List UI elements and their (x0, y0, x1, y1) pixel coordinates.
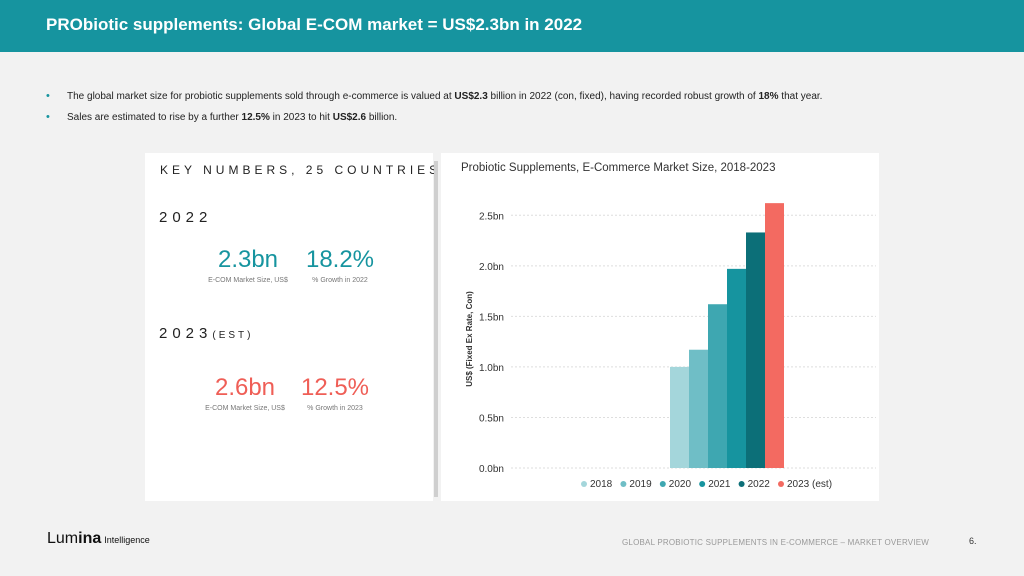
legend-marker (659, 481, 666, 487)
bullet-text: billion in 2022 (con, fixed), having rec… (487, 91, 759, 102)
bullet-text: The global market size for probiotic sup… (67, 91, 455, 102)
legend-marker (581, 481, 587, 487)
key-numbers-panel: KEY NUMBERS, 25 COUNTRIES 2022 2.3bn E-C… (145, 153, 437, 501)
page-number: 6. (969, 536, 977, 546)
growth-value: 12.5% (300, 374, 370, 401)
panel-divider (434, 161, 438, 497)
market-size-value: 2.6bn (214, 374, 276, 401)
market-size-2023: 2.6bn E-COM Market Size, US$ (199, 375, 291, 413)
legend-marker (778, 481, 784, 487)
market-size-caption: E-COM Market Size, US$ (208, 277, 288, 284)
legend-label: 2022 (748, 479, 771, 490)
legend-marker (699, 481, 706, 487)
bullet-dot-icon: • (46, 111, 50, 123)
bullet-emphasis: 12.5% (241, 112, 270, 123)
legend-label: 2020 (669, 479, 692, 490)
bullet-emphasis: US$2.3 (454, 91, 488, 102)
year-label-2022: 2022 (159, 209, 213, 226)
y-tick-label: 1.0bn (479, 363, 504, 374)
bullet-item: • The global market size for probiotic s… (46, 90, 986, 103)
y-axis-label: US$ (Fixed Ex Rate, Con) (465, 291, 474, 387)
y-tick-label: 2.0bn (479, 262, 504, 273)
growth-2023: 12.5% % Growth in 2023 (292, 375, 378, 413)
legend-label: 2023 (est) (787, 479, 832, 490)
y-tick-label: 2.5bn (479, 211, 504, 222)
bullet-text: billion. (366, 112, 398, 123)
legend-marker (738, 481, 745, 487)
lumina-logo: Lumina Intelligence (47, 530, 150, 548)
bullet-dot-icon: • (46, 90, 50, 102)
slide-title: PRObiotic supplements: Global E-COM mark… (46, 15, 583, 34)
growth-value: 18.2% (305, 246, 375, 273)
slide-header: PRObiotic supplements: Global E-COM mark… (0, 0, 1024, 52)
bar-2018 (670, 366, 689, 468)
legend-label: 2018 (590, 479, 613, 490)
legend-label: 2019 (629, 479, 652, 490)
logo-subtext: Intelligence (104, 535, 150, 545)
year-label-2023: 2023(EST) (159, 325, 253, 342)
market-size-caption: E-COM Market Size, US$ (205, 405, 285, 412)
legend-marker (620, 481, 627, 487)
y-tick-label: 0.0bn (479, 464, 504, 475)
key-numbers-title: KEY NUMBERS, 25 COUNTRIES (160, 163, 442, 177)
footer-caption: GLOBAL PROBIOTIC SUPPLEMENTS IN E-COMMER… (622, 538, 930, 547)
market-size-2022: 2.3bn E-COM Market Size, US$ (202, 247, 294, 285)
chart-title: Probiotic Supplements, E-Commerce Market… (461, 162, 776, 174)
y-tick-label: 0.5bn (479, 413, 504, 424)
bullet-item: • Sales are estimated to rise by a furth… (46, 111, 986, 124)
chart-panel: Probiotic Supplements, E-Commerce Market… (441, 153, 879, 501)
market-size-value: 2.3bn (217, 246, 279, 273)
year-suffix: (EST) (212, 330, 254, 341)
growth-caption: % Growth in 2022 (312, 277, 368, 284)
bullet-text: Sales are estimated to rise by a further (67, 112, 242, 123)
bullet-emphasis: 18% (758, 91, 779, 102)
logo-text: Lum (47, 530, 79, 547)
y-tick-label: 1.5bn (479, 312, 504, 323)
bar-2022 (746, 232, 765, 468)
bullet-list: • The global market size for probiotic s… (46, 90, 986, 132)
bar-chart: 0.0bn 0.5bn 1.0bn 1.5bn 2.0bn 2.5bn US$ (Fixed… (465, 203, 876, 490)
bar-2023-est (765, 203, 784, 468)
bar-2020 (708, 304, 727, 468)
growth-caption: % Growth in 2023 (307, 405, 363, 412)
growth-2022: 18.2% % Growth in 2022 (297, 247, 383, 285)
legend-label: 2021 (708, 479, 731, 490)
bullet-emphasis: US$2.6 (332, 112, 367, 123)
year-text: 2023 (159, 325, 213, 342)
bar-2019 (689, 349, 708, 468)
logo-text-bold: ina (78, 530, 102, 547)
bullet-text: in 2023 to hit (269, 112, 333, 123)
bar-2021 (727, 268, 746, 468)
bullet-text: that year. (778, 91, 823, 102)
